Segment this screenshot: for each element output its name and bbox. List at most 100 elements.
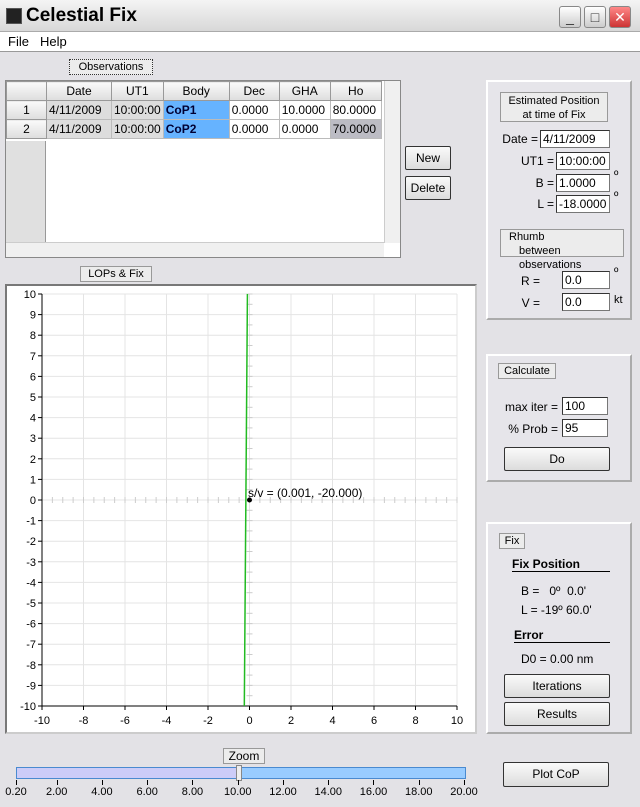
cell-ho[interactable]: 70.0000 — [329, 119, 382, 139]
col-body[interactable]: Body — [162, 81, 230, 101]
app-icon — [6, 8, 22, 24]
cell-date[interactable]: 4/11/2009 — [46, 100, 112, 120]
fix-label[interactable]: Fix — [499, 533, 525, 549]
cell-ho[interactable]: 80.0000 — [329, 100, 382, 120]
zoom-tick — [328, 780, 330, 785]
x-tick-label: 2 — [288, 715, 294, 727]
col-ho[interactable]: Ho — [329, 81, 382, 101]
max-iter-field[interactable]: 100 — [562, 397, 608, 415]
r-field[interactable]: 0.0 — [562, 271, 610, 289]
calculate-label[interactable]: Calculate — [498, 363, 556, 379]
zoom-slider-track — [238, 768, 465, 778]
cell-body[interactable]: CoP2 — [162, 119, 230, 139]
y-tick-label: 2 — [30, 454, 36, 466]
y-tick-label: -9 — [26, 680, 36, 692]
degree-symbol: º — [614, 189, 619, 203]
col-date[interactable]: Date — [46, 81, 112, 101]
label-line: Estimated Position — [508, 95, 600, 107]
zoom-tick-label: 12.00 — [269, 786, 297, 798]
cell-ut1[interactable]: 10:00:00 — [111, 119, 164, 139]
table-row[interactable]: 2 4/11/2009 10:00:00 CoP2 0.0000 0.0000 … — [6, 119, 382, 139]
x-tick-label: -4 — [162, 715, 172, 727]
y-tick-label: 0 — [30, 495, 36, 507]
menu-file[interactable]: File — [8, 34, 29, 49]
b-field[interactable]: 1.0000 — [556, 174, 610, 192]
horizontal-scrollbar[interactable] — [6, 242, 384, 257]
lops-fix-label[interactable]: LOPs & Fix — [80, 266, 152, 282]
r-label: R = — [520, 274, 540, 288]
fix-point — [247, 497, 252, 503]
menu-help[interactable]: Help — [40, 34, 67, 49]
corner-header — [6, 81, 47, 101]
zoom-slider-fill — [17, 768, 239, 778]
v-field[interactable]: 0.0 — [562, 293, 610, 311]
zoom-tick — [16, 780, 17, 785]
col-ut1[interactable]: UT1 — [111, 81, 164, 101]
cell-dec[interactable]: 0.0000 — [228, 119, 280, 139]
zoom-label: Zoom — [223, 748, 265, 764]
x-tick-label: -8 — [79, 715, 89, 727]
row-number[interactable]: 1 — [6, 100, 47, 120]
zoom-tick-labels: 0.20 2.00 4.00 6.00 8.00 10.00 12.00 14.00 16.00… — [0, 780, 480, 804]
cell-gha[interactable]: 0.0000 — [278, 119, 331, 139]
do-button[interactable]: Do — [504, 447, 610, 471]
y-tick-label: -2 — [26, 536, 36, 548]
y-tick-label: 7 — [30, 351, 36, 363]
results-button[interactable]: Results — [504, 702, 610, 726]
vertical-scrollbar[interactable] — [384, 81, 400, 243]
col-dec[interactable]: Dec — [228, 81, 280, 101]
x-tick-label: 10 — [451, 715, 463, 727]
iterations-button[interactable]: Iterations — [504, 674, 610, 698]
error-title: Error — [514, 628, 610, 643]
maximize-button[interactable]: □ — [584, 6, 606, 28]
cell-gha[interactable]: 10.0000 — [278, 100, 331, 120]
lop-plot[interactable]: -10 -8 -6 -4 -2 0 2 4 6 8 10 10 9 8 7 6 5 4 3 2 1 0 -1 -2 -3 -4 -5… — [5, 284, 477, 734]
cell-date[interactable]: 4/11/2009 — [46, 119, 112, 139]
label-line: at time of Fix — [522, 109, 586, 121]
lop-chart: -10 -8 -6 -4 -2 0 2 4 6 8 10109876543210-1-2-3-4-5… — [20, 289, 463, 727]
zoom-tick-label: 2.00 — [46, 786, 68, 798]
zoom-tick-label: 6.00 — [136, 786, 158, 798]
y-tick-label: 9 — [30, 310, 36, 322]
new-button[interactable]: New — [405, 146, 451, 170]
zoom-tick — [464, 780, 465, 785]
cell-body[interactable]: CoP1 — [162, 100, 230, 120]
plot-cop-button[interactable]: Plot CoP — [503, 762, 609, 787]
y-tick-label: -5 — [26, 598, 36, 610]
ut1-field[interactable]: 10:00:00 — [556, 152, 610, 170]
cell-dec[interactable]: 0.0000 — [228, 100, 280, 120]
zoom-slider[interactable] — [16, 765, 466, 781]
x-tick-label: 6 — [371, 715, 377, 727]
prob-field[interactable]: 95 — [562, 419, 608, 437]
cell-ut1[interactable]: 10:00:00 — [111, 100, 164, 120]
estimated-position-panel: Estimated Position at time of Fix Date = … — [486, 80, 632, 320]
estimated-position-label[interactable]: Estimated Position at time of Fix — [500, 92, 608, 122]
degree-symbol: º — [614, 265, 619, 279]
col-gha[interactable]: GHA — [278, 81, 331, 101]
x-tick-label: -10 — [34, 715, 50, 727]
y-tick-label: 6 — [30, 371, 36, 383]
x-tick-label: 0 — [246, 715, 252, 727]
rhumb-label[interactable]: Rhumb between observations — [500, 229, 624, 271]
zoom-tick-label: 0.20 — [5, 786, 27, 798]
delete-button[interactable]: Delete — [405, 176, 451, 200]
y-tick-label: 10 — [24, 289, 36, 301]
zoom-slider-thumb[interactable] — [235, 765, 242, 781]
table-row[interactable]: 1 4/11/2009 10:00:00 CoP1 0.0000 10.0000… — [6, 100, 382, 120]
zoom-tick-label: 8.00 — [181, 786, 204, 798]
observations-label[interactable]: Observations — [69, 59, 153, 75]
l-field[interactable]: -18.0000 — [556, 195, 610, 213]
date-field[interactable]: 4/11/2009 — [540, 130, 610, 148]
zoom-tick — [418, 780, 420, 785]
row-header-blank — [6, 141, 46, 243]
b-label: B = — [535, 176, 554, 190]
zoom-tick — [282, 780, 284, 785]
observations-grid[interactable]: Date UT1 Body Dec GHA Ho 1 4/11/2009 10:… — [5, 80, 401, 258]
zoom-tick — [56, 780, 58, 785]
row-number[interactable]: 2 — [6, 119, 47, 139]
close-button[interactable]: ✕ — [609, 6, 631, 28]
zoom-tick — [373, 780, 375, 785]
x-tick-label: -2 — [203, 715, 213, 727]
date-label: Date = — [502, 132, 538, 146]
minimize-button[interactable]: _ — [559, 6, 581, 28]
